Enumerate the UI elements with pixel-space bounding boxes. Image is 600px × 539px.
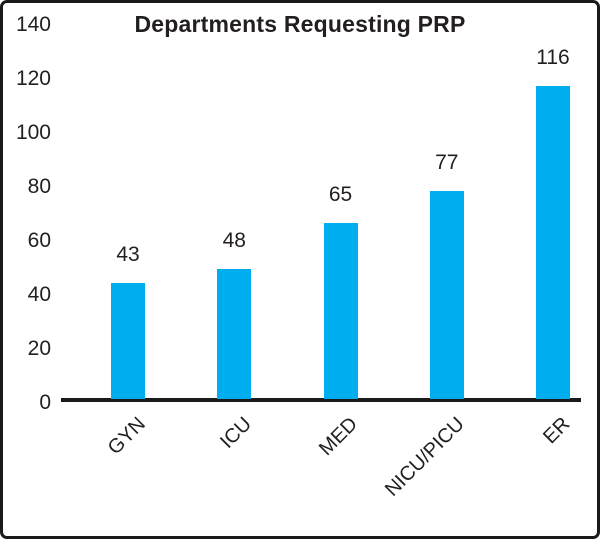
bar (323, 223, 358, 399)
bar (429, 191, 464, 399)
y-axis-tick-label: 40 (27, 283, 51, 306)
bar-value-label: 77 (435, 151, 459, 174)
y-axis-tick-label: 60 (27, 229, 51, 252)
plot-area: 0 20 40 60 80 100 120 140 43 GYN 48 ICU 65 MED 77 NICU/… (3, 3, 597, 536)
bar-value-label: 48 (222, 229, 246, 252)
x-axis-category-label: ER (539, 413, 575, 449)
chart-title: Departments Requesting PRP (134, 11, 466, 37)
bar-value-label: 43 (116, 243, 140, 266)
bar (217, 269, 252, 399)
x-axis-line (61, 398, 581, 402)
y-axis-tick-label: 120 (15, 67, 51, 90)
x-axis-category-label: GYN (103, 413, 150, 460)
y-axis-tick-label: 100 (15, 121, 51, 144)
bar-value-label: 116 (536, 46, 570, 69)
y-axis-tick-label: 80 (27, 175, 51, 198)
x-axis-category-label: NICU/PICU (380, 413, 469, 501)
bar (536, 86, 570, 399)
y-axis-tick-label: 20 (27, 337, 51, 360)
x-axis-category-label: ICU (215, 413, 256, 453)
bar (111, 283, 145, 399)
x-axis-category-label: MED (315, 413, 363, 460)
y-axis-tick-label: 0 (39, 391, 51, 414)
bar-value-label: 65 (328, 183, 353, 206)
y-axis-tick-label: 140 (15, 13, 51, 36)
